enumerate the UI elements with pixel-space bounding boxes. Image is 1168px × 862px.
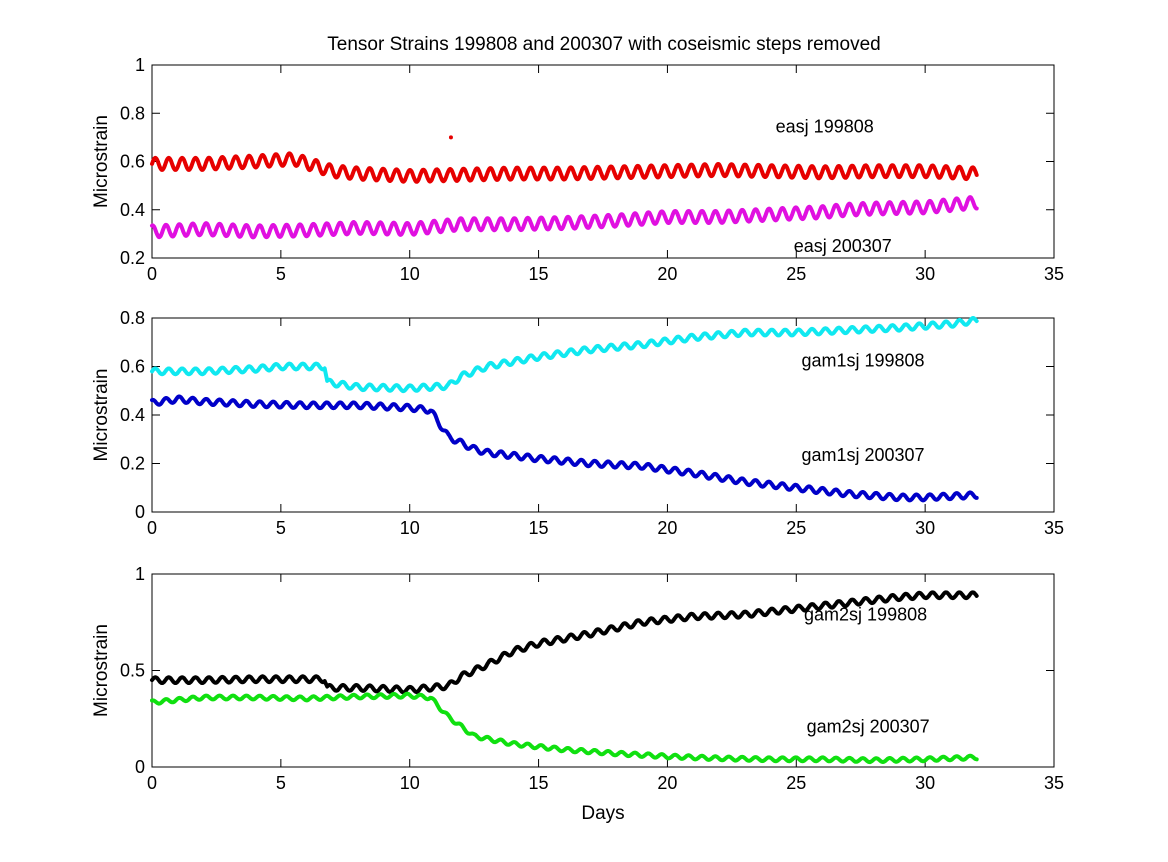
series-annotation: gam1sj 200307 (801, 445, 924, 465)
y-tick-label: 0.8 (120, 308, 145, 328)
y-axis-label: Microstrain (91, 369, 112, 462)
y-tick-label: 0.4 (120, 200, 145, 220)
outlier-point (448, 135, 453, 140)
x-tick-label: 20 (657, 773, 677, 793)
y-tick-label: 1 (135, 564, 145, 584)
series-2 (150, 394, 979, 503)
y-tick-label: 0.2 (120, 248, 145, 268)
series-1 (150, 316, 979, 394)
series-1 (150, 590, 979, 695)
x-tick-label: 10 (400, 773, 420, 793)
x-tick-label: 20 (657, 518, 677, 538)
y-axis-label: Microstrain (91, 115, 112, 208)
series-1 (150, 135, 979, 184)
series-trace (150, 394, 979, 503)
x-tick-label: 15 (529, 773, 549, 793)
x-tick-label: 5 (276, 518, 286, 538)
x-tick-label: 25 (786, 518, 806, 538)
y-tick-label: 1 (135, 55, 145, 75)
y-tick-label: 0.4 (120, 405, 145, 425)
y-tick-label: 0.5 (120, 661, 145, 681)
x-tick-label: 0 (147, 264, 157, 284)
series-trace (150, 151, 979, 184)
x-tick-label: 5 (276, 773, 286, 793)
series-annotation: gam2sj 200307 (807, 716, 930, 736)
x-tick-label: 35 (1044, 264, 1064, 284)
series-trace (150, 195, 979, 240)
series-annotation: easj 200307 (794, 236, 892, 256)
x-axis-label: Days (581, 803, 624, 824)
series-2 (150, 195, 979, 240)
series-trace (150, 590, 979, 695)
series-annotation: gam2sj 199808 (804, 604, 927, 624)
x-tick-label: 10 (400, 518, 420, 538)
x-tick-label: 25 (786, 773, 806, 793)
x-tick-label: 30 (915, 264, 935, 284)
series-trace (150, 316, 979, 394)
series-annotation: easj 199808 (776, 117, 874, 137)
y-tick-label: 0 (135, 502, 145, 522)
x-tick-label: 25 (786, 264, 806, 284)
x-tick-label: 15 (529, 264, 549, 284)
y-tick-label: 0.2 (120, 454, 145, 474)
axes-frame (151, 573, 1055, 768)
y-axis-label: Microstrain (91, 624, 112, 717)
axes-frame (151, 317, 1055, 513)
x-tick-label: 5 (276, 264, 286, 284)
x-tick-label: 30 (915, 773, 935, 793)
x-tick-label: 20 (657, 264, 677, 284)
figure-title: Tensor Strains 199808 and 200307 with co… (327, 34, 880, 55)
subplot-2: 0 5 10 15 20 25 30 35 0 0.2 0.4 0.6 0.8 Microstrain ga… (91, 308, 1064, 538)
x-tick-label: 35 (1044, 773, 1064, 793)
x-tick-label: 30 (915, 518, 935, 538)
y-tick-label: 0.6 (120, 152, 145, 172)
x-tick-label: 15 (529, 518, 549, 538)
y-tick-label: 0.8 (120, 103, 145, 123)
series-annotation: gam1sj 199808 (801, 351, 924, 371)
series-trace (150, 691, 979, 765)
x-tick-label: 0 (147, 518, 157, 538)
y-tick-label: 0 (135, 757, 145, 777)
subplot-3: 0 5 10 15 20 25 30 35 0 0.5 1 Microstrain Days gam2sj… (91, 564, 1064, 824)
y-tick-label: 0.6 (120, 357, 145, 377)
x-tick-label: 10 (400, 264, 420, 284)
x-tick-label: 0 (147, 773, 157, 793)
series-2 (150, 691, 979, 765)
subplot-1: 0 5 10 15 20 25 30 35 0.2 0.4 0.6 0.8 1 Microstrain ea… (91, 55, 1064, 284)
x-tick-label: 35 (1044, 518, 1064, 538)
